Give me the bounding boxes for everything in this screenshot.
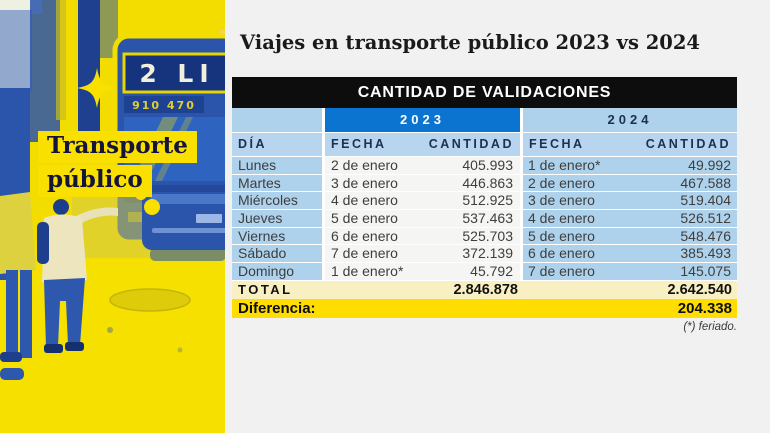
validations-table: CANTIDAD DE VALIDACIONES 2023 2024 DÍA F… (232, 77, 737, 319)
cell-fecha-2023: 3 de enero (322, 174, 428, 193)
cell-cantidad-2023: 512.925 (428, 192, 520, 211)
table-row: Viernes 6 de enero 525.703 5 de enero 54… (232, 227, 737, 246)
pedestrian-figures (0, 188, 118, 380)
bus-route-sign: 2 LI (139, 59, 214, 88)
cell-fecha-2023: 6 de enero (322, 227, 428, 246)
cell-fecha-2023: 2 de enero (322, 157, 428, 175)
cell-fecha-2024: 5 de enero (520, 227, 635, 246)
page-title: Viajes en transporte público 2023 vs 202… (240, 31, 700, 54)
cell-cantidad-2024: 519.404 (635, 192, 737, 211)
cell-fecha-2023: 1 de enero* (322, 263, 428, 281)
table-row: Lunes 2 de enero 405.993 1 de enero* 49.… (232, 157, 737, 175)
bus-number-plate: 910 470 (132, 99, 196, 112)
table-row: Jueves 5 de enero 537.463 4 de enero 526… (232, 210, 737, 228)
cell-fecha-2024: 4 de enero (520, 210, 635, 228)
cell-fecha-2024: 7 de enero (520, 263, 635, 281)
main-content: Viajes en transporte público 2023 vs 202… (225, 0, 770, 433)
cell-fecha-2024: 1 de enero* (520, 157, 635, 175)
total-label: TOTAL (238, 281, 293, 297)
cell-cantidad-2023: 446.863 (428, 174, 520, 193)
cell-cantidad-2023: 537.463 (428, 210, 520, 228)
cell-fecha-2023: 4 de enero (322, 192, 428, 211)
cell-cantidad-2024: 145.075 (635, 263, 737, 281)
duotone-street-photo: 2 LI 910 470 (0, 0, 225, 433)
cell-cantidad-2024: 467.588 (635, 174, 737, 193)
col-header-cantidad-2023: CANTIDAD (428, 133, 520, 157)
col-header-dia: DÍA (232, 133, 322, 157)
total-spacer (322, 281, 428, 299)
footnote: (*) feriado. (683, 321, 737, 333)
difference-label: Diferencia: (238, 300, 316, 318)
cell-dia: Martes (232, 174, 322, 193)
cell-dia: Lunes (232, 157, 322, 175)
year-blank-cell (232, 108, 322, 133)
sparkle-icon (77, 68, 117, 108)
cell-fecha-2024: 3 de enero (520, 192, 635, 211)
cell-dia: Sábado (232, 245, 322, 264)
sidebar-photo: 2 LI 910 470 (0, 0, 225, 433)
total-2024: 2.642.540 (667, 281, 732, 298)
total-2023: 2.846.878 (453, 281, 518, 298)
cell-cantidad-2024: 49.992 (635, 157, 737, 175)
transport-label-line1: Transporte (38, 131, 197, 164)
cell-dia: Viernes (232, 227, 322, 246)
street-shapes (0, 196, 225, 433)
year-header-row: 2023 2024 (232, 108, 737, 133)
cell-cantidad-2023: 525.703 (428, 227, 520, 246)
transport-label-line2: público (38, 165, 152, 198)
cell-cantidad-2023: 372.139 (428, 245, 520, 264)
car-illustration (135, 188, 225, 261)
year-2023-header: 2023 (322, 108, 520, 133)
cell-cantidad-2023: 45.792 (428, 263, 520, 281)
total-spacer (520, 281, 635, 299)
table-row: Sábado 7 de enero 372.139 6 de enero 385… (232, 245, 737, 264)
cell-cantidad-2023: 405.993 (428, 157, 520, 175)
difference-value: 204.338 (677, 300, 732, 318)
cell-fecha-2023: 5 de enero (322, 210, 428, 228)
table-row: Miércoles 4 de enero 512.925 3 de enero … (232, 192, 737, 211)
col-header-fecha-2024: FECHA (520, 133, 635, 157)
cell-cantidad-2024: 526.512 (635, 210, 737, 228)
col-header-fecha-2023: FECHA (322, 133, 428, 157)
table-row: Domingo 1 de enero* 45.792 7 de enero 14… (232, 263, 737, 281)
column-header-row: DÍA FECHA CANTIDAD FECHA CANTIDAD (232, 133, 737, 157)
table-banner: CANTIDAD DE VALIDACIONES (232, 77, 737, 108)
cell-cantidad-2024: 548.476 (635, 227, 737, 246)
total-row: TOTAL 2.846.878 2.642.540 (232, 280, 737, 299)
transport-label: Transporte público (38, 131, 197, 199)
cell-fecha-2024: 6 de enero (520, 245, 635, 264)
difference-row: Diferencia: 204.338 (232, 298, 737, 319)
table-row: Martes 3 de enero 446.863 2 de enero 467… (232, 174, 737, 193)
year-2024-header: 2024 (520, 108, 737, 133)
cell-dia: Domingo (232, 263, 322, 281)
cell-dia: Miércoles (232, 192, 322, 211)
cell-cantidad-2024: 385.493 (635, 245, 737, 264)
cell-fecha-2024: 2 de enero (520, 174, 635, 193)
cell-dia: Jueves (232, 210, 322, 228)
cell-fecha-2023: 7 de enero (322, 245, 428, 264)
col-header-cantidad-2024: CANTIDAD (635, 133, 737, 157)
